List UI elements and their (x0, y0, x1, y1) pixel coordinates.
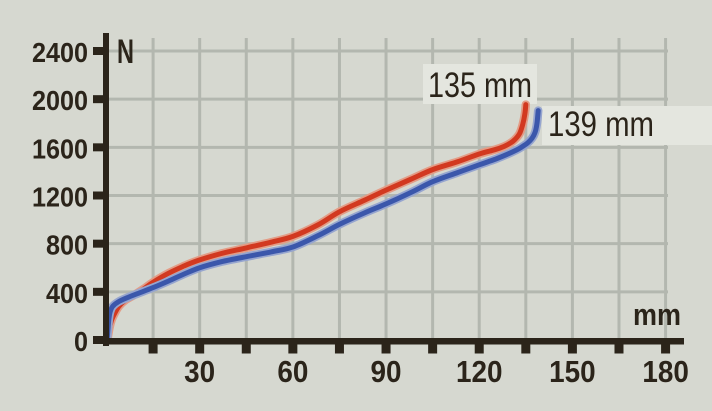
x-axis-tick (241, 344, 251, 354)
y-axis-tick (93, 287, 106, 296)
x-axis-tick (614, 344, 624, 354)
x-tick-label: 150 (549, 354, 596, 389)
y-tick-label: 800 (46, 230, 88, 261)
x-axis-tick (474, 344, 484, 354)
y-tick-label: 0 (74, 326, 88, 357)
y-tick-label: 2000 (32, 85, 88, 116)
x-tick-label: 30 (184, 354, 215, 389)
y-axis-tick (93, 46, 106, 55)
x-axis-tick (195, 344, 205, 354)
x-axis-tick (521, 344, 531, 354)
curve-layer (102, 100, 543, 345)
y-axis-tick (93, 95, 106, 104)
x-tick-label: 60 (277, 354, 308, 389)
tick-label-layer: 0 400 800 1200 1600 2000 2400 30 60 90 120 150 180 (32, 37, 689, 389)
x-axis-tick (288, 344, 298, 354)
y-axis-tick (93, 191, 106, 200)
curve-label-135mm: 135 mm (428, 66, 532, 105)
x-tick-label: 90 (371, 354, 402, 389)
y-tick-label: 1200 (32, 181, 88, 212)
y-tick-label: 2400 (32, 37, 88, 68)
y-axis-line (103, 33, 109, 346)
y-axis-tick (93, 239, 106, 248)
x-axis-tick (334, 344, 344, 354)
y-tick-label: 400 (46, 278, 88, 309)
curve-label-139mm: 139 mm (548, 105, 654, 144)
axis-layer (93, 33, 684, 354)
x-axis-tick (148, 344, 158, 354)
x-axis-tick (381, 344, 391, 354)
y-axis-tick (93, 143, 106, 152)
y-tick-label: 1600 (32, 133, 88, 164)
x-axis-tick (428, 344, 438, 354)
curve-139mm (104, 108, 541, 343)
x-axis-tick (661, 344, 671, 354)
x-axis-tick (567, 344, 577, 354)
x-tick-label: 180 (642, 354, 689, 389)
x-axis-unit-label: mm (633, 297, 681, 332)
curve-label-box-135mm (423, 64, 537, 104)
y-axis-unit-label: N (117, 33, 134, 71)
curve-label-box-139mm (542, 106, 712, 145)
x-tick-label: 120 (456, 354, 503, 389)
y-axis-tick (93, 336, 106, 344)
x-axis-line (103, 338, 684, 345)
